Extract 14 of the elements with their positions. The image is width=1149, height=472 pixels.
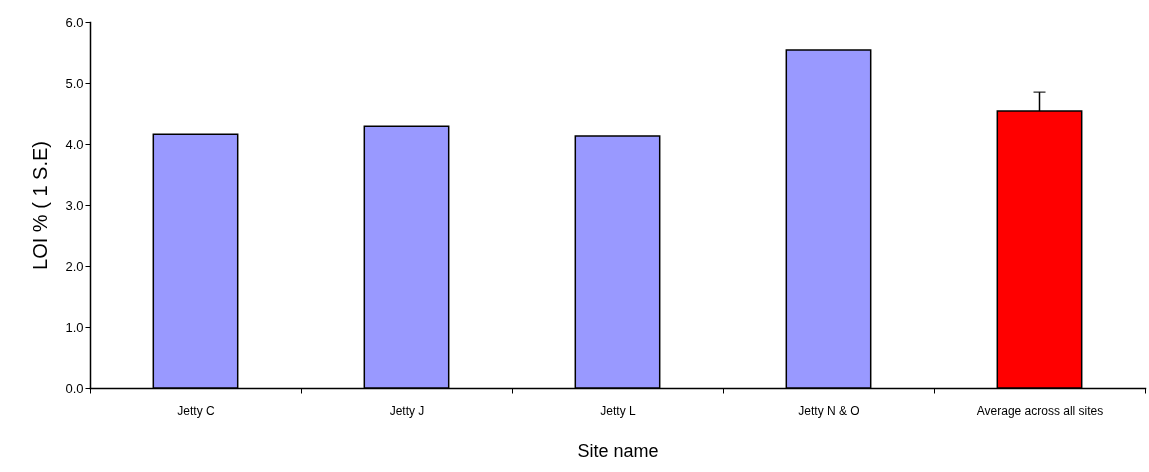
x-tick-label: Jetty J xyxy=(389,403,425,418)
y-tick-label: 0.0 xyxy=(65,380,84,396)
x-tick-label: Jetty N & O xyxy=(798,403,860,418)
x-tick-label: Jetty C xyxy=(177,403,215,418)
y-tick-label: 3.0 xyxy=(65,197,84,213)
y-tick-label: 2.0 xyxy=(65,258,84,274)
x-axis-title: Site name xyxy=(577,440,659,461)
y-tick-label: 5.0 xyxy=(65,75,84,91)
x-tick-label: Jetty L xyxy=(600,403,636,418)
y-tick-label: 4.0 xyxy=(65,136,84,152)
y-tick-label: 1.0 xyxy=(65,319,84,335)
y-axis-title: LOI % ( 1 S.E) xyxy=(29,141,52,270)
y-tick-label: 6.0 xyxy=(65,14,84,30)
x-tick-label: Average across all sites xyxy=(976,403,1104,418)
